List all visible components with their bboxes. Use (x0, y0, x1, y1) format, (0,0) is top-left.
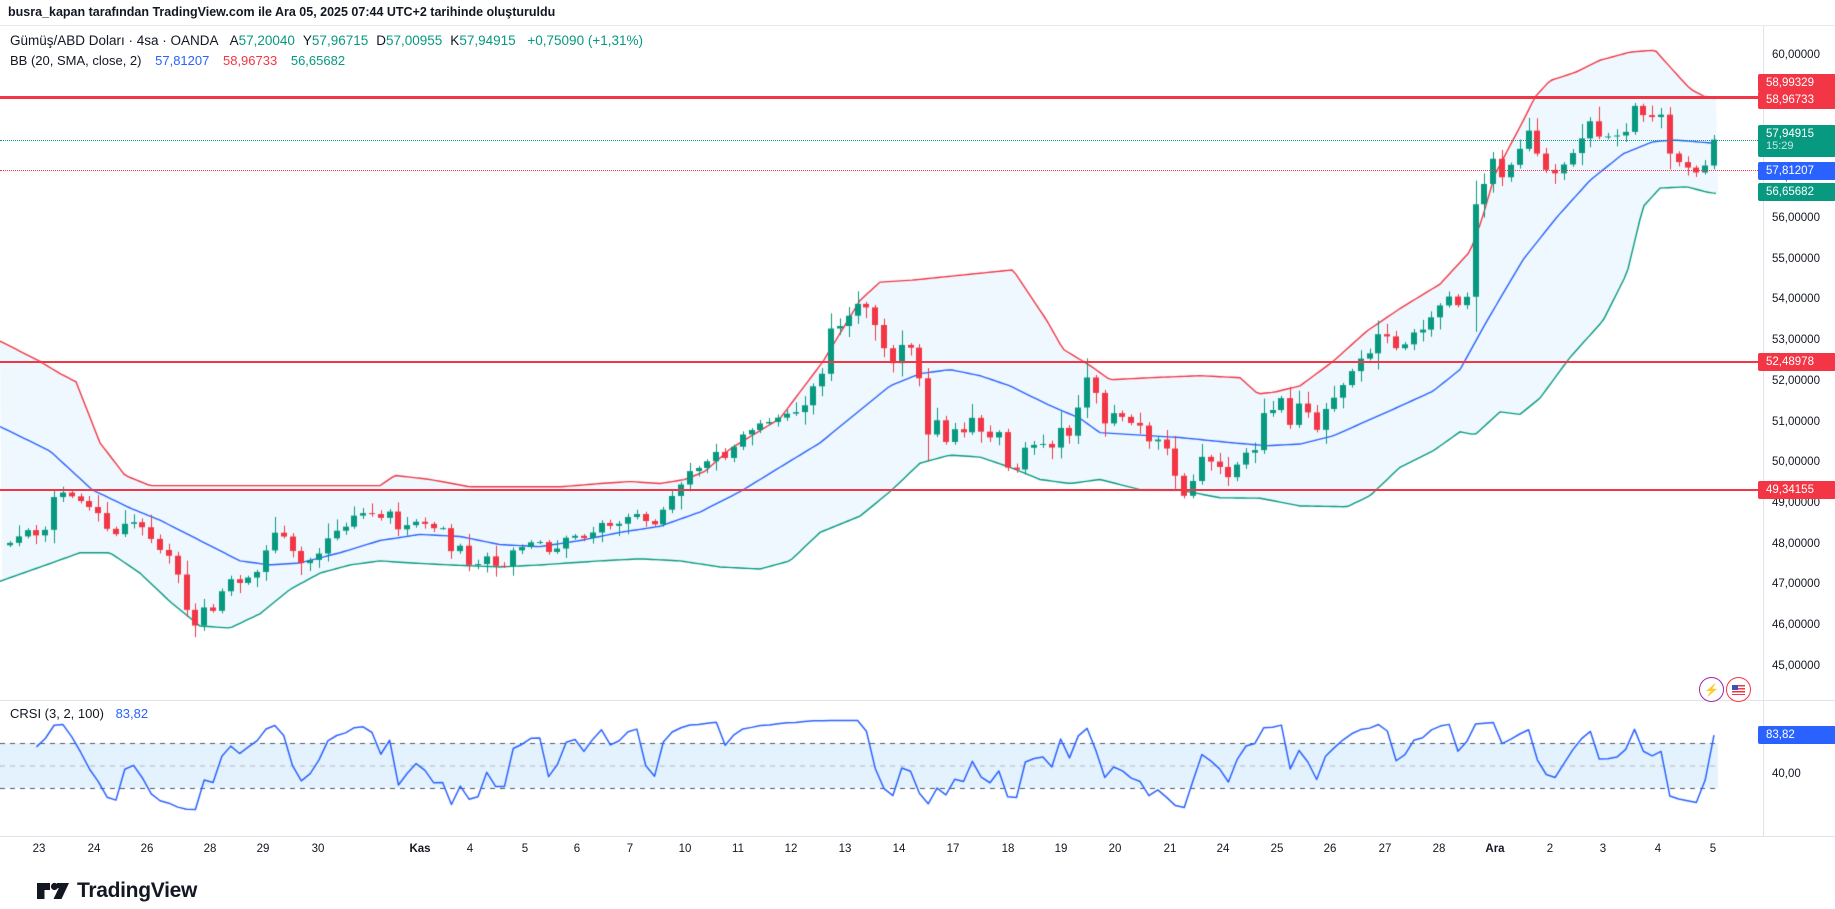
time-axis-label: 21 (1163, 843, 1177, 855)
ohlc-letter: Y (302, 33, 312, 48)
price-change: +0,75090 (+1,31%) (527, 33, 643, 48)
price-axis-label: 50,00000 (1772, 456, 1820, 469)
time-axis-label: 17 (946, 843, 960, 855)
time-axis-label: 26 (140, 843, 154, 855)
attribution-divider (0, 25, 1835, 26)
bb-lower-value: 56,65682 (290, 53, 346, 68)
time-axis-label: Kas (409, 843, 431, 855)
current-price-line (0, 139, 1762, 141)
horizontal-price-line[interactable] (0, 97, 1762, 100)
time-axis-label: 12 (784, 843, 798, 855)
idea-stream-icons: ⚡ (1699, 677, 1751, 702)
bb-lower-badge: 56,65682 (1758, 183, 1835, 202)
horizontal-price-line[interactable] (0, 360, 1762, 363)
price-axis[interactable]: 60,0000059,0000058,0000057,0000056,00000… (1758, 26, 1835, 873)
level-52-badge: 52,48978 (1758, 352, 1835, 371)
price-axis-label: 46,00000 (1772, 619, 1820, 631)
previous-close-line (0, 170, 1762, 172)
price-axis-label: 51,00000 (1772, 415, 1820, 428)
lightning-icon[interactable]: ⚡ (1699, 677, 1724, 702)
ohlc-value: 57,00955 (385, 33, 443, 48)
bb-upper-value: 58,96733 (222, 53, 278, 68)
price-axis-label: 60,00000 (1772, 49, 1820, 62)
price-axis-label: 47,00000 (1772, 578, 1820, 591)
time-axis-label: 20 (1108, 843, 1122, 855)
level-49-badge: 49,34155 (1758, 480, 1835, 499)
bb-label[interactable]: BB (20, SMA, close, 2) (10, 53, 142, 68)
time-axis-label: 29 (256, 843, 270, 855)
ohlc-value: 57,96715 (311, 33, 369, 48)
time-axis-label: Ara (1485, 843, 1505, 855)
attribution-text: busra_kapan tarafından TradingView.com i… (8, 5, 556, 19)
countdown-timer: 15:29 (1766, 139, 1794, 152)
time-axis-label: 26 (1323, 843, 1337, 855)
pane-divider[interactable] (0, 700, 1835, 701)
price-axis-label: 55,00000 (1772, 252, 1820, 265)
time-axis-label: 24 (87, 843, 101, 855)
price-axis-label: 45,00000 (1772, 659, 1820, 672)
time-axis-label: 5 (1709, 843, 1717, 855)
crsi-label[interactable]: CRSI (3, 2, 100) (10, 706, 104, 721)
time-axis-label: 25 (1270, 843, 1284, 855)
crsi-chart-canvas[interactable] (0, 701, 1762, 836)
crsi-value: 83,82 (115, 706, 149, 721)
time-axis[interactable]: 23 24 26 28 29 30 Kas 4 5 6 7 10 11 12 13 14 17 18 19 20 21 2… (0, 836, 1835, 875)
ohlc-values: A57,20040 Y57,96715 D57,00955 K57,94915 (222, 33, 516, 48)
symbol-legend[interactable]: Gümüş/ABD Doları · 4sa · OANDA A57,20040… (10, 33, 643, 48)
footer-bar: TradingView (0, 873, 1835, 909)
crsi-indicator-legend[interactable]: CRSI (3, 2, 100) 83,82 (10, 706, 148, 721)
ohlc-letter: A (229, 33, 239, 48)
time-axis-label: 14 (892, 843, 906, 855)
tradingview-logo[interactable]: TradingView (36, 879, 197, 903)
tradingview-logo-mark (37, 882, 69, 899)
time-axis-label: 18 (1001, 843, 1015, 855)
bb-basis-value: 57,81207 (155, 53, 210, 68)
time-axis-label: 3 (1599, 843, 1607, 855)
ohlc-value: 57,94915 (459, 33, 516, 48)
time-axis-label: 11 (732, 843, 744, 855)
time-axis-label: 6 (573, 843, 581, 855)
bb-basis-badge: 57,81207 (1758, 162, 1835, 181)
price-axis-label: 48,00000 (1772, 537, 1820, 550)
time-axis-label: 30 (311, 843, 325, 855)
horizontal-price-line[interactable] (0, 96, 1762, 99)
us-flag-icon[interactable] (1726, 677, 1751, 702)
time-axis-label: 19 (1054, 843, 1068, 855)
price-chart-canvas[interactable] (0, 26, 1762, 700)
alert-line-badge: 58,96733 (1758, 91, 1835, 110)
crsi-value-badge: 83,82 (1758, 726, 1835, 745)
crsi-axis-label: 40,00 (1772, 767, 1801, 780)
time-axis-label: 4 (466, 843, 474, 855)
time-axis-label: 4 (1654, 843, 1662, 855)
price-axis-label: 56,00000 (1772, 212, 1820, 224)
time-axis-label: 5 (521, 843, 529, 855)
alert-high-badge: 58,99329 (1758, 74, 1835, 93)
time-axis-label: 23 (32, 843, 46, 855)
last-price-badge: 57,94915 15:29 (1758, 124, 1835, 157)
time-axis-label: 7 (626, 843, 634, 855)
time-axis-label: 28 (1432, 843, 1446, 855)
price-axis-label: 53,00000 (1772, 334, 1820, 347)
price-axis-label: 54,00000 (1772, 293, 1820, 306)
time-axis-label: 24 (1216, 843, 1230, 855)
symbol-title[interactable]: Gümüş/ABD Doları · 4sa · OANDA (10, 33, 218, 48)
price-axis-label: 49,00000 (1772, 496, 1820, 509)
tradingview-logo-text: TradingView (77, 879, 198, 902)
time-axis-label: 27 (1378, 843, 1392, 855)
ohlc-letter: K (450, 33, 460, 48)
price-axis-label: 52,00000 (1772, 374, 1820, 387)
ohlc-value: 57,20040 (238, 33, 295, 48)
time-axis-label: 2 (1546, 843, 1554, 855)
horizontal-price-line[interactable] (0, 488, 1762, 491)
ohlc-letter: D (376, 33, 386, 48)
bb-indicator-legend[interactable]: BB (20, SMA, close, 2) 57,81207 58,96733… (10, 53, 345, 68)
time-axis-label: 13 (838, 843, 852, 855)
time-axis-label: 10 (678, 843, 692, 855)
time-axis-label: 28 (203, 843, 217, 855)
